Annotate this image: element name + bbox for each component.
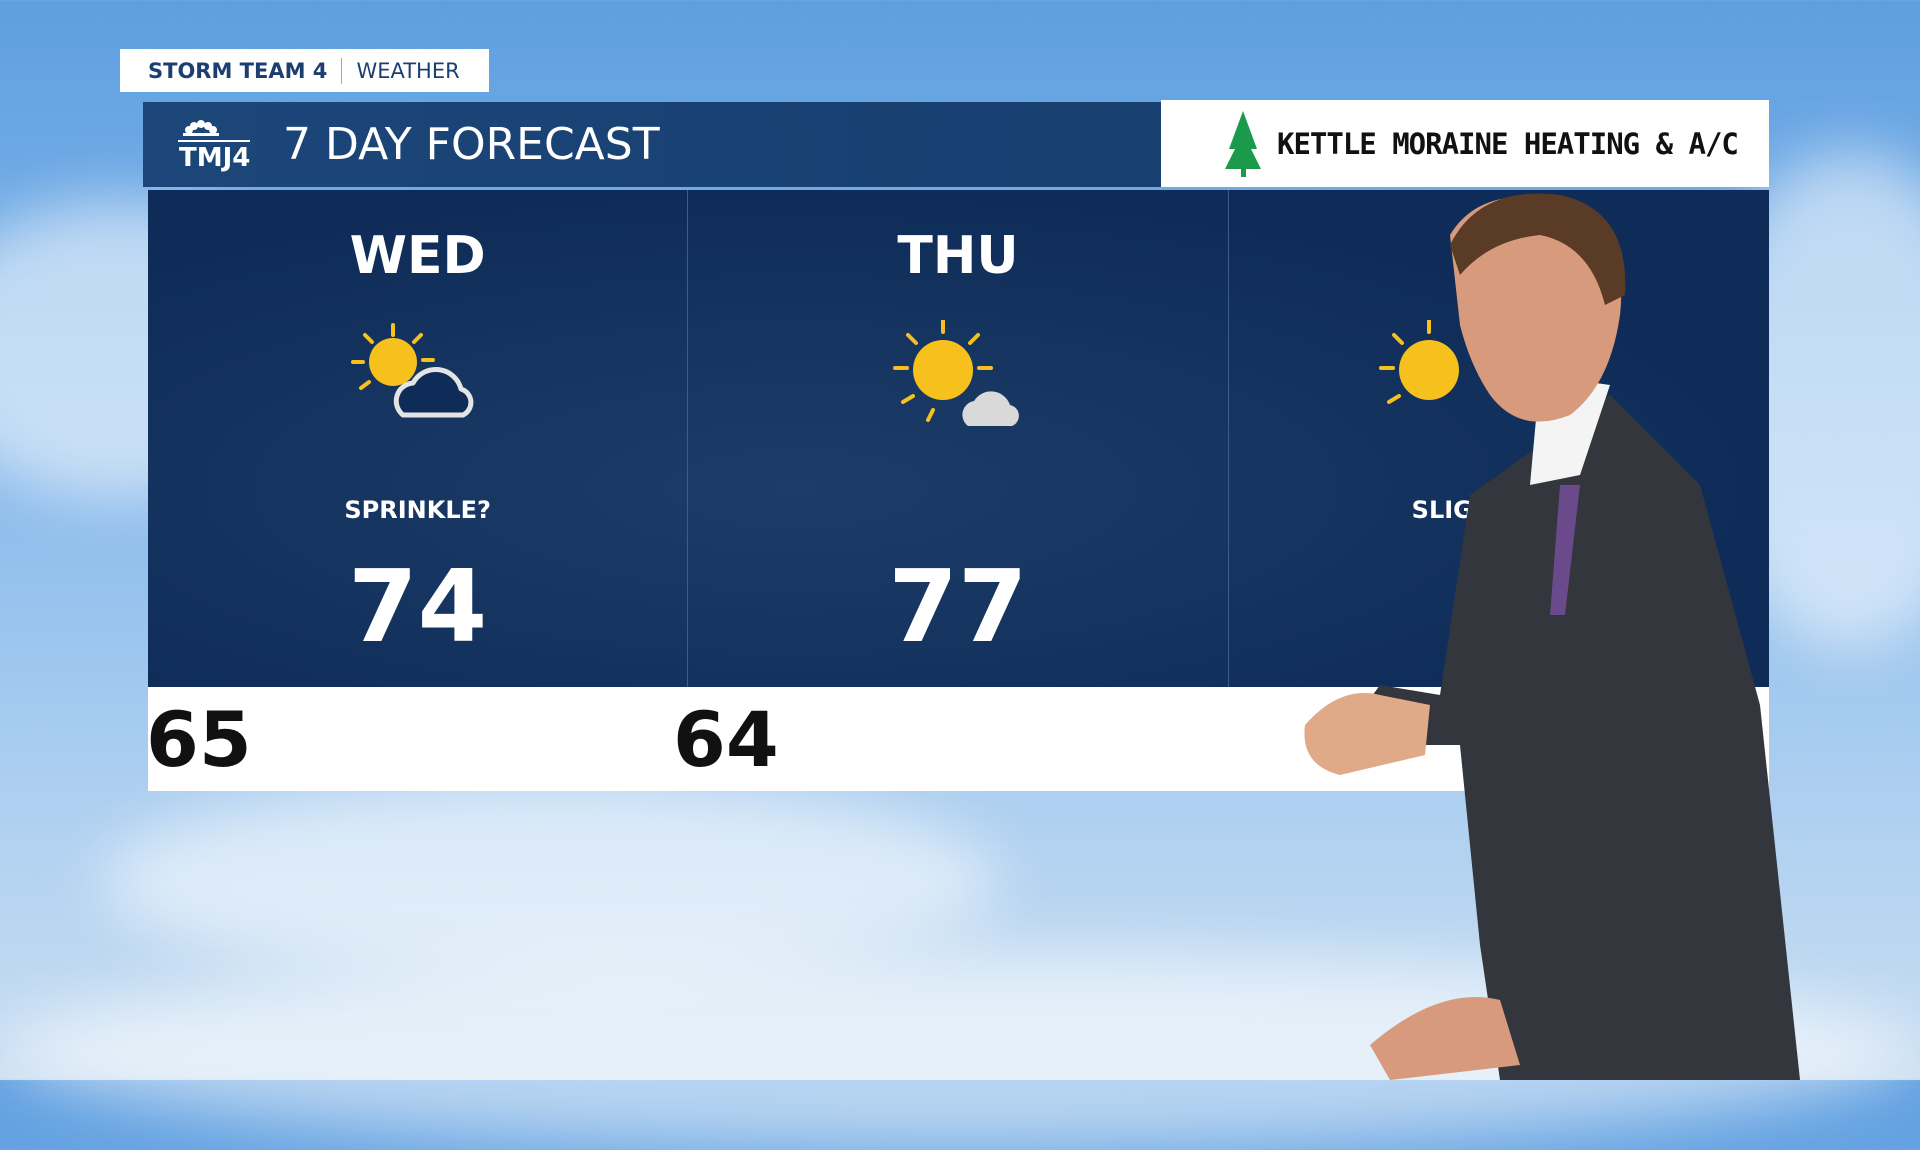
presenter-silhouette: [1304, 193, 1800, 1080]
day-column-wed: WED SPRINKLE? 74: [148, 190, 689, 687]
partly-sunny-icon: [350, 323, 474, 418]
day-column-thu: THU 77: [688, 190, 1229, 687]
forecast-description: SPRINKLE?: [344, 496, 491, 524]
page-title: 7 DAY FORECAST: [283, 119, 660, 170]
station-logo: TMJ4: [143, 102, 263, 187]
day-name: THU: [897, 226, 1019, 286]
low-temp: 64: [673, 695, 779, 784]
day-name: WED: [349, 226, 486, 286]
low-temp: 65: [146, 695, 252, 784]
forecast-header: TMJ4 7 DAY FORECAST: [143, 102, 1161, 187]
divider: [341, 57, 343, 84]
sponsor-banner: KETTLE MORAINE HEATING & A/C: [1161, 100, 1769, 187]
mostly-sunny-icon: [892, 320, 1019, 426]
sponsor-name: KETTLE MORAINE HEATING & A/C: [1277, 126, 1739, 161]
section-label: WEATHER: [356, 58, 460, 83]
tmj4-logo-text: TMJ4: [179, 143, 250, 173]
cloud: [100, 780, 1000, 980]
team-label: STORM TEAM 4: [148, 58, 328, 83]
nbc-peacock-icon: TMJ4: [178, 120, 250, 173]
storm-team-tab: STORM TEAM 4 WEATHER: [120, 49, 489, 92]
high-temp: 77: [888, 548, 1028, 665]
high-temp: 74: [348, 548, 488, 665]
partly-sunny-icon: [1378, 320, 1459, 404]
pine-tree-icon: [1225, 110, 1261, 177]
